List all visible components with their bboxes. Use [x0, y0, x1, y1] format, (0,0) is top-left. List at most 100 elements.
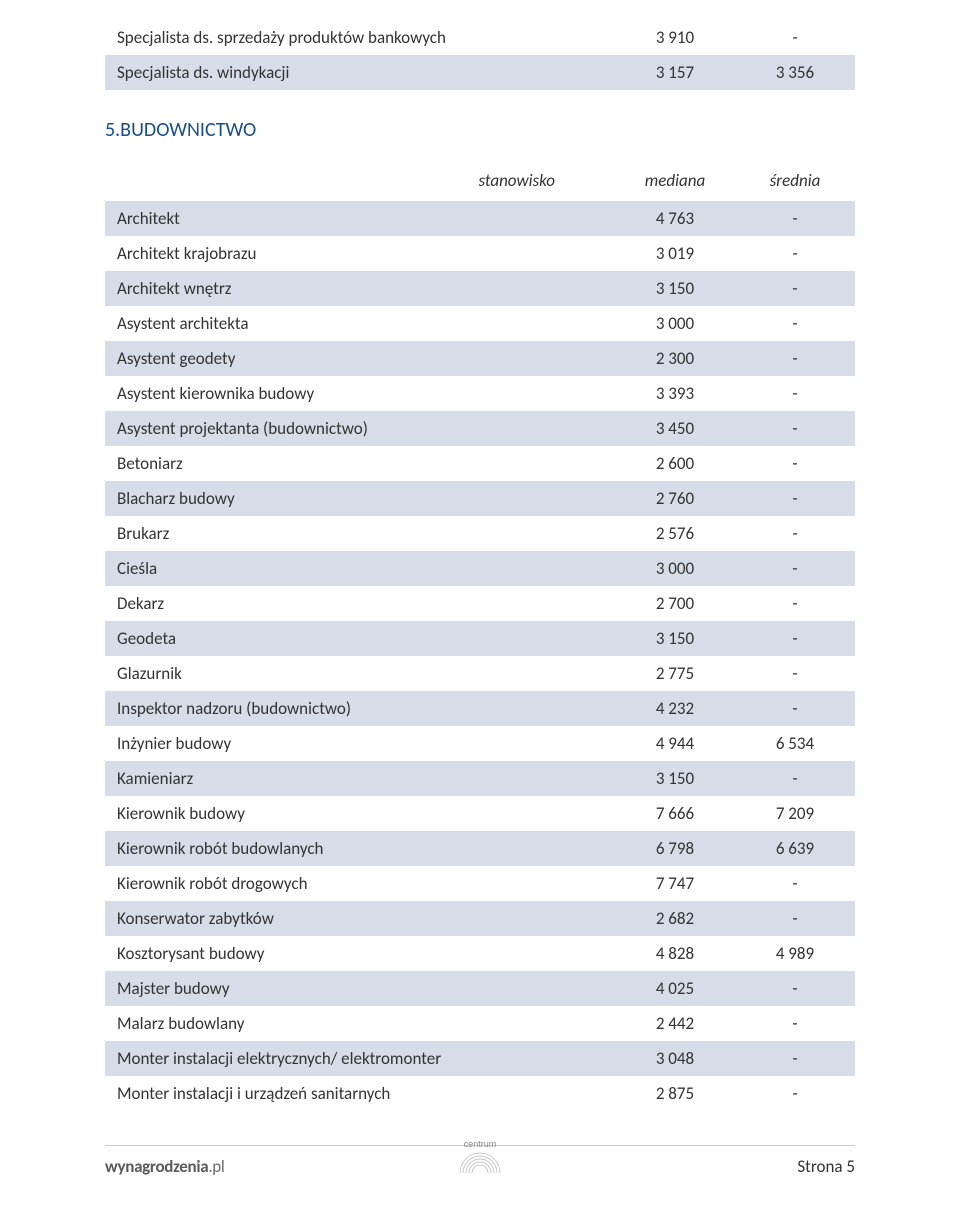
table-row: Geodeta3 150-	[105, 621, 855, 656]
cell-average: -	[735, 621, 855, 656]
cell-median: 2 700	[615, 586, 735, 621]
cell-label: Konserwator zabytków	[105, 901, 615, 936]
top-table: Specjalista ds. sprzedaży produktów bank…	[105, 20, 855, 90]
cell-median: 2 775	[615, 656, 735, 691]
cell-average: -	[735, 341, 855, 376]
cell-median: 3 150	[615, 621, 735, 656]
table-row: Monter instalacji i urządzeń sanitarnych…	[105, 1076, 855, 1111]
table-row: Kierownik robót budowlanych6 7986 639	[105, 831, 855, 866]
table-row: Majster budowy4 025-	[105, 971, 855, 1006]
cell-label: Asystent kierownika budowy	[105, 376, 615, 411]
cell-median: 4 944	[615, 726, 735, 761]
footer-site-bold: wynagrodzenia	[105, 1156, 208, 1177]
cell-average: -	[735, 516, 855, 551]
table-row: Asystent projektanta (budownictwo)3 450-	[105, 411, 855, 446]
cell-median: 3 048	[615, 1041, 735, 1076]
cell-average: -	[735, 586, 855, 621]
cell-median: 4 763	[615, 201, 735, 236]
table-row: Kierownik budowy7 6667 209	[105, 796, 855, 831]
cell-label: Geodeta	[105, 621, 615, 656]
cell-median: 6 798	[615, 831, 735, 866]
cell-median: 4 232	[615, 691, 735, 726]
cell-label: Inspektor nadzoru (budownictwo)	[105, 691, 615, 726]
cell-label: Specjalista ds. windykacji	[105, 55, 615, 90]
section-title: 5.BUDOWNICTWO	[105, 118, 855, 142]
cell-label: Asystent projektanta (budownictwo)	[105, 411, 615, 446]
cell-average: -	[735, 411, 855, 446]
cell-median: 3 450	[615, 411, 735, 446]
page-number: Strona 5	[797, 1156, 855, 1177]
table-row: Asystent geodety2 300-	[105, 341, 855, 376]
cell-label: Majster budowy	[105, 971, 615, 1006]
table-row: Betoniarz2 600-	[105, 446, 855, 481]
cell-average: 7 209	[735, 796, 855, 831]
cell-label: Monter instalacji elektrycznych/ elektro…	[105, 1041, 615, 1076]
cell-average: -	[735, 971, 855, 1006]
cell-average: 3 356	[735, 55, 855, 90]
cell-average: -	[735, 901, 855, 936]
col-header-stanowisko: stanowisko	[105, 160, 615, 201]
cell-label: Betoniarz	[105, 446, 615, 481]
cell-label: Dekarz	[105, 586, 615, 621]
cell-median: 2 600	[615, 446, 735, 481]
cell-median: 2 576	[615, 516, 735, 551]
table-row: Cieśla3 000-	[105, 551, 855, 586]
cell-label: Architekt krajobrazu	[105, 236, 615, 271]
cell-average: -	[735, 1076, 855, 1111]
cell-label: Kamieniarz	[105, 761, 615, 796]
cell-average: -	[735, 20, 855, 55]
cell-average: 6 534	[735, 726, 855, 761]
cell-label: Glazurnik	[105, 656, 615, 691]
cell-label: Asystent geodety	[105, 341, 615, 376]
cell-median: 4 025	[615, 971, 735, 1006]
cell-label: Malarz budowlany	[105, 1006, 615, 1041]
table-row: Kamieniarz3 150-	[105, 761, 855, 796]
cell-average: -	[735, 761, 855, 796]
table-row: Brukarz2 576-	[105, 516, 855, 551]
cell-average: -	[735, 376, 855, 411]
cell-label: Blacharz budowy	[105, 481, 615, 516]
cell-median: 2 760	[615, 481, 735, 516]
cell-average: -	[735, 306, 855, 341]
table-row: Asystent architekta3 000-	[105, 306, 855, 341]
main-table: stanowisko mediana średnia Architekt4 76…	[105, 160, 855, 1111]
table-row: Architekt krajobrazu3 019-	[105, 236, 855, 271]
cell-average: -	[735, 201, 855, 236]
cell-average: -	[735, 271, 855, 306]
table-row: Kierownik robót drogowych7 747-	[105, 866, 855, 901]
logo-text: centrum	[464, 1139, 497, 1149]
cell-median: 3 393	[615, 376, 735, 411]
cell-label: Architekt	[105, 201, 615, 236]
table-row: Inżynier budowy4 9446 534	[105, 726, 855, 761]
cell-median: 2 300	[615, 341, 735, 376]
cell-median: 3 019	[615, 236, 735, 271]
cell-median: 2 442	[615, 1006, 735, 1041]
cell-median: 3 150	[615, 761, 735, 796]
table-row: Konserwator zabytków2 682-	[105, 901, 855, 936]
cell-label: Asystent architekta	[105, 306, 615, 341]
table-row: Asystent kierownika budowy3 393-	[105, 376, 855, 411]
cell-label: Kierownik robót drogowych	[105, 866, 615, 901]
cell-label: Brukarz	[105, 516, 615, 551]
table-row: Architekt wnętrz3 150-	[105, 271, 855, 306]
cell-median: 3 000	[615, 306, 735, 341]
table-row: Dekarz2 700-	[105, 586, 855, 621]
cell-average: 6 639	[735, 831, 855, 866]
cell-label: Cieśla	[105, 551, 615, 586]
cell-median: 2 682	[615, 901, 735, 936]
cell-average: 4 989	[735, 936, 855, 971]
cell-label: Inżynier budowy	[105, 726, 615, 761]
centrum-logo-icon: centrum	[445, 1129, 515, 1180]
cell-label: Monter instalacji i urządzeń sanitarnych	[105, 1076, 615, 1111]
footer-site-tld: .pl	[208, 1156, 224, 1177]
cell-median: 4 828	[615, 936, 735, 971]
cell-median: 7 666	[615, 796, 735, 831]
cell-median: 3 000	[615, 551, 735, 586]
cell-average: -	[735, 866, 855, 901]
table-row: Kosztorysant budowy4 8284 989	[105, 936, 855, 971]
table-row: Blacharz budowy2 760-	[105, 481, 855, 516]
cell-label: Kierownik robót budowlanych	[105, 831, 615, 866]
cell-median: 2 875	[615, 1076, 735, 1111]
table-header-row: stanowisko mediana średnia	[105, 160, 855, 201]
cell-average: -	[735, 656, 855, 691]
